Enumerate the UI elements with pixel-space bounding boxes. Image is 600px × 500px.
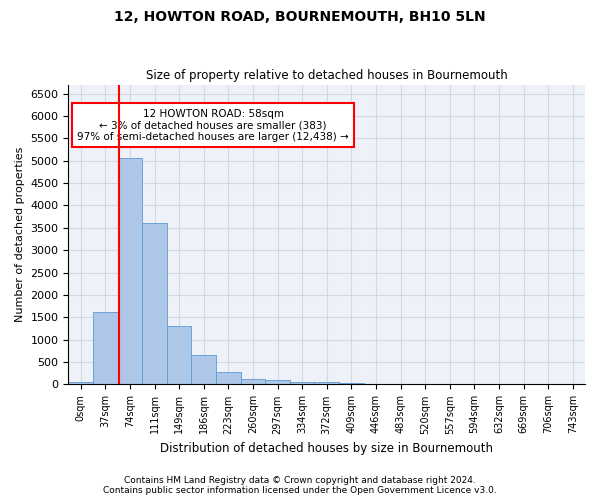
Text: 12, HOWTON ROAD, BOURNEMOUTH, BH10 5LN: 12, HOWTON ROAD, BOURNEMOUTH, BH10 5LN xyxy=(114,10,486,24)
Bar xyxy=(339,383,364,384)
Bar xyxy=(142,224,167,384)
Y-axis label: Number of detached properties: Number of detached properties xyxy=(15,147,25,322)
Bar xyxy=(314,382,339,384)
Bar xyxy=(118,158,142,384)
Text: 12 HOWTON ROAD: 58sqm
← 3% of detached houses are smaller (383)
97% of semi-deta: 12 HOWTON ROAD: 58sqm ← 3% of detached h… xyxy=(77,108,349,142)
Title: Size of property relative to detached houses in Bournemouth: Size of property relative to detached ho… xyxy=(146,69,508,82)
Text: Contains HM Land Registry data © Crown copyright and database right 2024.
Contai: Contains HM Land Registry data © Crown c… xyxy=(103,476,497,495)
Bar xyxy=(290,382,314,384)
Bar xyxy=(216,372,241,384)
Bar xyxy=(191,356,216,384)
Bar xyxy=(68,382,93,384)
Bar xyxy=(93,312,118,384)
Bar xyxy=(265,380,290,384)
Bar xyxy=(241,378,265,384)
X-axis label: Distribution of detached houses by size in Bournemouth: Distribution of detached houses by size … xyxy=(160,442,493,455)
Bar xyxy=(167,326,191,384)
